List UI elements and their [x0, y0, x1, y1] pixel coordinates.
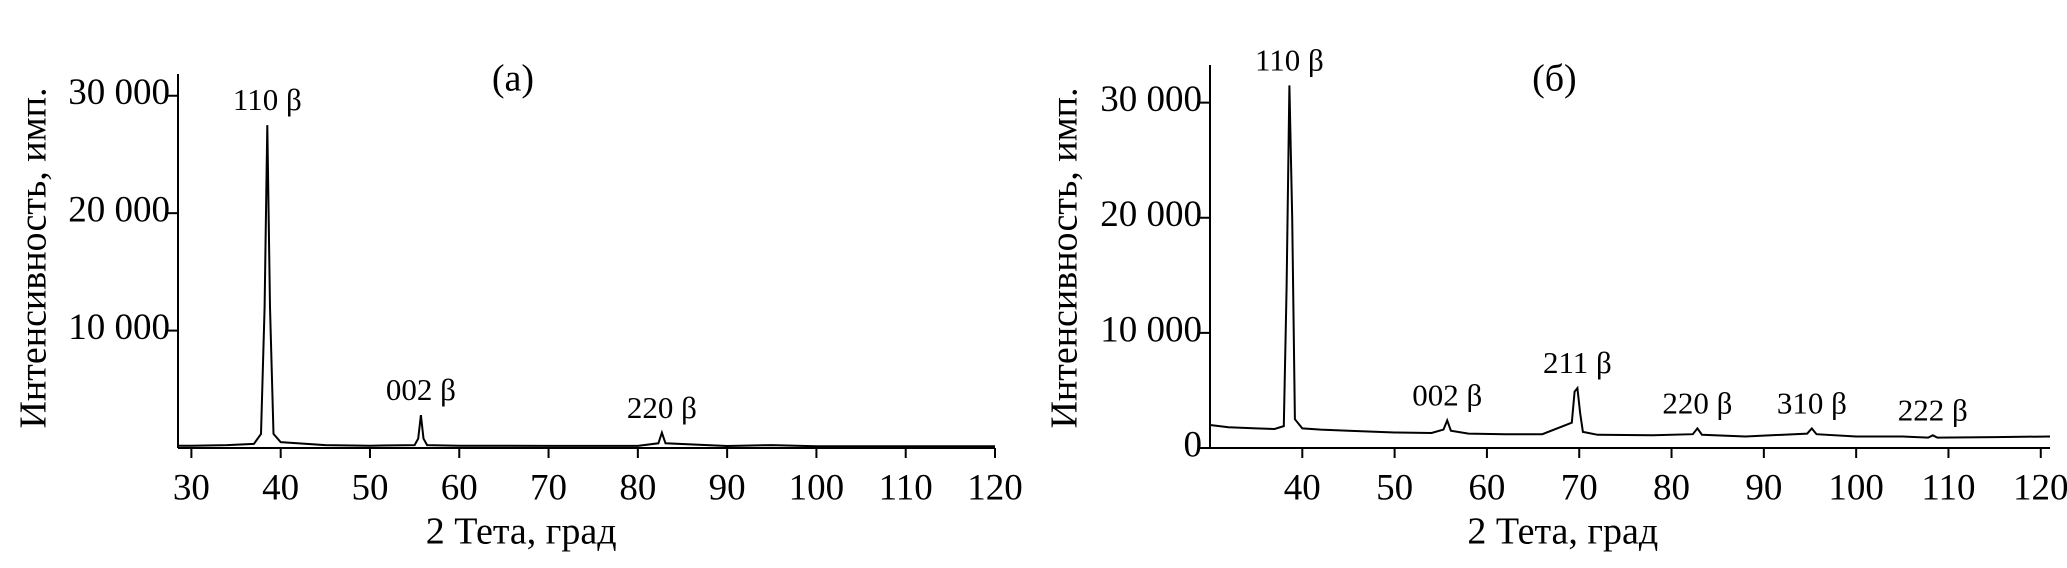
y-tick-label: 20 000: [68, 190, 170, 231]
panel-title: (б): [1532, 58, 1577, 100]
x-tick-label: 100: [789, 467, 845, 508]
x-tick-label: 60: [1468, 467, 1505, 508]
peak-label: 002 β: [1412, 377, 1482, 412]
peak-label: 310 β: [1777, 386, 1847, 421]
x-tick-label: 120: [967, 467, 1023, 508]
x-tick-label: 80: [1653, 467, 1690, 508]
data-line: [178, 125, 995, 448]
x-tick-label: 80: [619, 467, 656, 508]
x-tick-label: 30: [173, 467, 210, 508]
peak-label: 002 β: [386, 372, 456, 407]
x-tick-label: 100: [1828, 467, 1884, 508]
x-tick-label: 40: [262, 467, 299, 508]
y-tick-label: 30 000: [68, 72, 170, 113]
x-tick-label: 40: [1284, 467, 1321, 508]
x-tick-label: 50: [1376, 467, 1413, 508]
x-tick-label: 70: [1561, 467, 1598, 508]
x-tick-label: 120: [2013, 467, 2067, 508]
y-tick-label: 10 000: [1100, 309, 1202, 350]
y-tick-label: 0: [1184, 424, 1203, 465]
x-tick-label: 50: [351, 467, 388, 508]
x-tick-label: 110: [1921, 467, 1975, 508]
y-tick-label: 10 000: [68, 307, 170, 348]
panel-title: (а): [492, 58, 534, 100]
y-axis-label: Интенсивность, имп.: [13, 87, 55, 428]
data-line: [1209, 85, 2051, 439]
y-tick-label: 30 000: [1100, 79, 1202, 120]
peak-label: 110 β: [233, 82, 302, 117]
x-tick-label: 110: [879, 467, 933, 508]
peak-label: 211 β: [1543, 345, 1612, 380]
x-tick-label: 90: [709, 467, 746, 508]
x-tick-label: 90: [1745, 467, 1782, 508]
peak-label: 222 β: [1898, 392, 1968, 427]
x-axis-label: 2 Тета, град: [1467, 511, 1658, 553]
x-tick-label: 60: [441, 467, 478, 508]
y-tick-label: 20 000: [1100, 194, 1202, 235]
x-axis-label: 2 Тета, град: [426, 511, 617, 553]
x-tick-label: 70: [530, 467, 567, 508]
peak-label: 220 β: [1662, 386, 1732, 421]
peak-label: 220 β: [627, 390, 697, 425]
y-axis-label: Интенсивность, имп.: [1044, 87, 1086, 428]
peak-label: 110 β: [1255, 42, 1324, 77]
